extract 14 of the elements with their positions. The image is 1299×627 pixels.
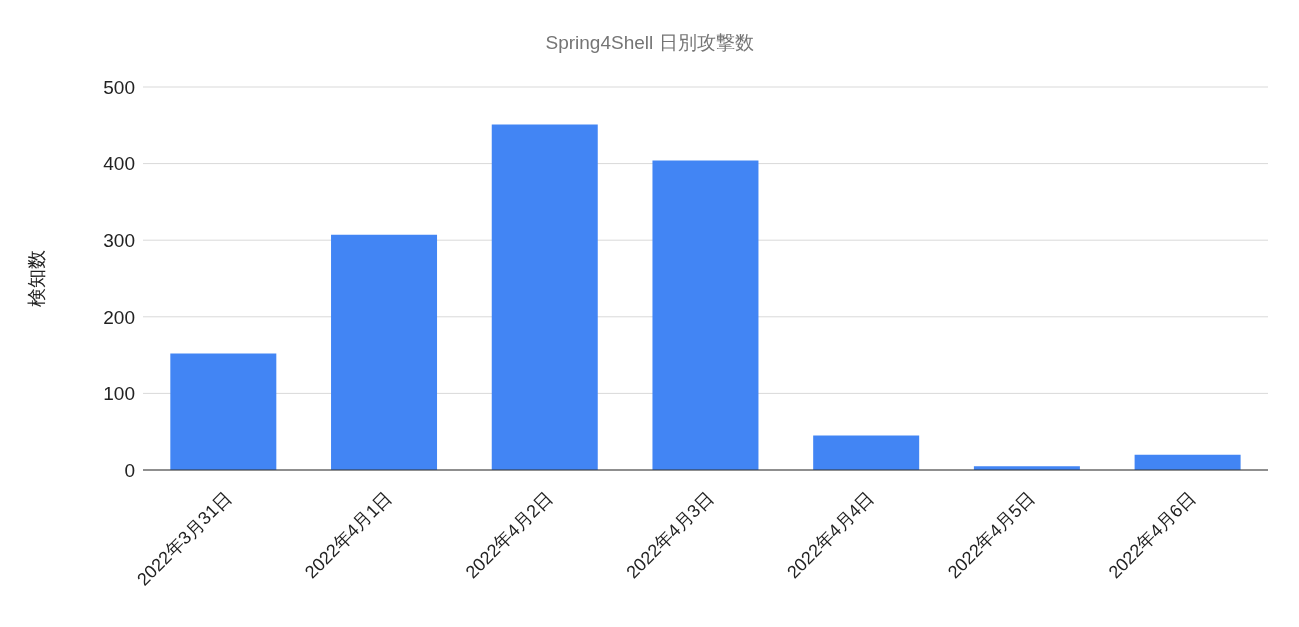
bar xyxy=(652,160,759,470)
chart-title: Spring4Shell 日別攻撃数 xyxy=(544,31,755,55)
y-tick-label: 300 xyxy=(103,229,135,251)
y-axis-title: 検知数 xyxy=(25,250,47,307)
y-tick-label: 0 xyxy=(124,459,135,481)
y-tick-label: 200 xyxy=(103,306,135,328)
bar xyxy=(813,435,920,470)
bar xyxy=(491,124,598,470)
bar xyxy=(170,353,277,470)
y-tick-label: 100 xyxy=(103,383,135,405)
bar xyxy=(331,234,438,470)
y-tick-label: 400 xyxy=(103,153,135,175)
bar xyxy=(1134,454,1241,470)
y-tick-label: 500 xyxy=(103,76,135,98)
